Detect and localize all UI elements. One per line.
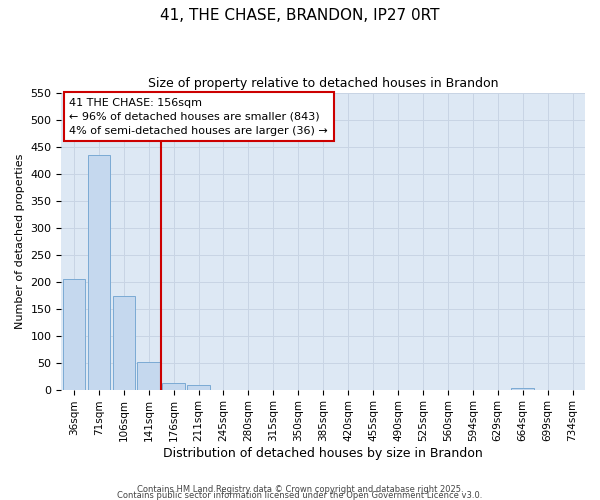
- Bar: [163, 382, 185, 390]
- Bar: [511, 388, 534, 390]
- Text: 41 THE CHASE: 156sqm
← 96% of detached houses are smaller (843)
4% of semi-detac: 41 THE CHASE: 156sqm ← 96% of detached h…: [69, 98, 328, 136]
- Bar: [187, 386, 210, 390]
- X-axis label: Distribution of detached houses by size in Brandon: Distribution of detached houses by size …: [163, 447, 483, 460]
- Title: Size of property relative to detached houses in Brandon: Size of property relative to detached ho…: [148, 78, 499, 90]
- Text: Contains public sector information licensed under the Open Government Licence v3: Contains public sector information licen…: [118, 490, 482, 500]
- Text: 41, THE CHASE, BRANDON, IP27 0RT: 41, THE CHASE, BRANDON, IP27 0RT: [160, 8, 440, 22]
- Bar: [88, 155, 110, 390]
- Y-axis label: Number of detached properties: Number of detached properties: [15, 154, 25, 329]
- Text: Contains HM Land Registry data © Crown copyright and database right 2025.: Contains HM Land Registry data © Crown c…: [137, 484, 463, 494]
- Bar: [62, 279, 85, 390]
- Bar: [113, 296, 135, 390]
- Bar: [137, 362, 160, 390]
